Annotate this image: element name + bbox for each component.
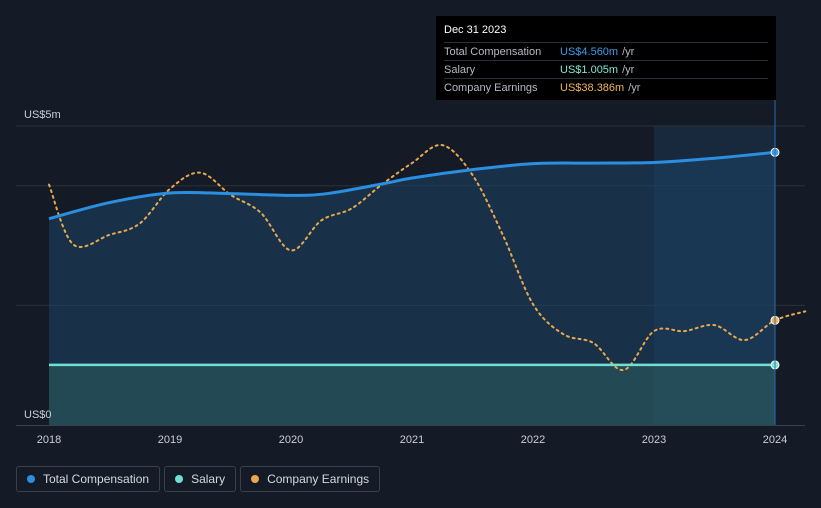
legend-label: Salary — [191, 472, 226, 486]
company-earnings-line — [48, 144, 807, 371]
tooltip-row-salary: Salary US$1.005m /yr — [444, 60, 768, 78]
legend-item-company-earnings[interactable]: Company Earnings — [240, 466, 381, 492]
y-axis-ticks: US$0 US$5m — [24, 109, 61, 421]
legend-dot-icon — [27, 475, 35, 483]
tooltip-label: Total Compensation — [444, 45, 542, 58]
legend-item-salary[interactable]: Salary — [164, 466, 237, 492]
legend-label: Company Earnings — [267, 472, 370, 486]
x-axis-ticks: 2018 2019 2020 2021 2022 2023 2024 — [37, 434, 787, 446]
x-tick-label: 2023 — [642, 434, 666, 446]
total-compensation-area — [49, 152, 775, 425]
x-tick-label: 2021 — [400, 434, 424, 446]
total-compensation-line — [48, 150, 776, 221]
legend: Total Compensation Salary Company Earnin… — [16, 466, 381, 492]
tooltip-row-total-compensation: Total Compensation US$4.560m /yr — [444, 42, 768, 60]
tooltip-value: US$38.386m — [560, 81, 625, 94]
tooltip-unit: /yr — [622, 63, 635, 76]
tooltip-unit: /yr — [622, 45, 635, 58]
tooltip-value: US$4.560m — [560, 45, 619, 58]
tooltip-value: US$1.005m — [560, 63, 619, 76]
tooltip-date: Dec 31 2023 — [444, 24, 507, 36]
x-tick-label: 2024 — [763, 434, 787, 446]
legend-dot-icon — [251, 475, 260, 483]
tooltip-row-company-earnings: Company Earnings US$38.386m /yr — [444, 78, 768, 96]
y-tick-label: US$0 — [24, 409, 52, 421]
legend-dot-icon — [175, 475, 184, 483]
series-areas — [49, 152, 775, 425]
tooltip-label: Salary — [444, 63, 476, 76]
x-tick-label: 2022 — [521, 434, 545, 446]
salary-area — [49, 364, 775, 425]
x-tick-label: 2020 — [279, 434, 303, 446]
tooltip-unit: /yr — [628, 81, 641, 94]
tooltip-label: Company Earnings — [444, 81, 538, 94]
x-tick-label: 2019 — [158, 434, 182, 446]
hover-tooltip: Dec 31 2023 Total Compensation US$4.560m… — [436, 16, 776, 100]
x-tick-label: 2018 — [37, 434, 61, 446]
legend-item-total-compensation[interactable]: Total Compensation — [16, 466, 161, 492]
series-lines — [48, 144, 807, 371]
y-tick-label: US$5m — [24, 109, 61, 121]
legend-label: Total Compensation — [43, 472, 150, 486]
